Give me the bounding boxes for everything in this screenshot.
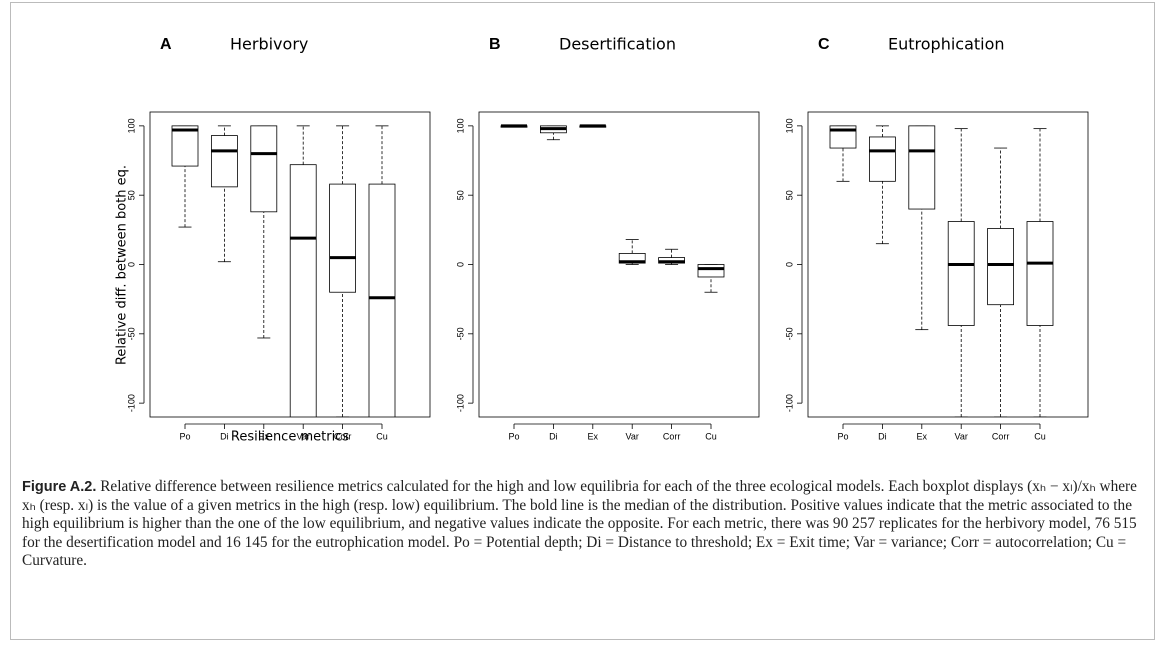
y-tick-label: -50 xyxy=(784,327,794,340)
box xyxy=(1026,221,1054,326)
box xyxy=(171,125,199,167)
y-tick-label: 0 xyxy=(126,262,136,267)
box xyxy=(908,125,936,210)
box xyxy=(987,228,1014,306)
box xyxy=(368,183,396,417)
x-tick-label: Corr xyxy=(992,431,1010,441)
box xyxy=(250,125,278,213)
y-tick-label: 100 xyxy=(784,118,794,133)
box xyxy=(210,135,238,188)
y-tick-label: -100 xyxy=(784,394,794,412)
box xyxy=(697,264,725,278)
caption: Figure A.2. Relative difference between … xyxy=(22,478,1147,571)
x-tick-label: Ex xyxy=(588,431,599,441)
y-tick-label: -50 xyxy=(126,327,136,340)
x-tick-label: Corr xyxy=(334,431,352,441)
plot-box xyxy=(807,111,1089,418)
x-tick-label: Cu xyxy=(1034,431,1046,441)
x-tick-label: Ex xyxy=(259,431,270,441)
figure-frame xyxy=(10,2,1155,640)
y-tick-label: 100 xyxy=(455,118,465,133)
x-tick-label: Ex xyxy=(917,431,928,441)
panel-title: Desertification xyxy=(559,35,676,54)
y-tick-label: -100 xyxy=(455,394,465,412)
x-tick-label: Po xyxy=(508,431,519,441)
caption-text: Relative difference between resilience m… xyxy=(22,478,1137,570)
y-axis-label: Relative diff. between both eq. xyxy=(115,165,130,365)
x-tick-label: Var xyxy=(955,431,968,441)
panel-title: Eutrophication xyxy=(888,35,1005,54)
y-tick-label: 50 xyxy=(784,190,794,200)
x-tick-label: Di xyxy=(549,431,558,441)
y-tick-label: 100 xyxy=(126,118,136,133)
panel-label: B xyxy=(489,36,501,53)
x-axis-label: Resilience metrics xyxy=(231,430,349,445)
y-tick-label: 50 xyxy=(126,190,136,200)
x-tick-label: Cu xyxy=(376,431,388,441)
y-tick-label: 0 xyxy=(784,262,794,267)
y-tick-label: 0 xyxy=(455,262,465,267)
x-tick-label: Var xyxy=(626,431,639,441)
y-tick-label: 50 xyxy=(455,190,465,200)
x-tick-label: Di xyxy=(878,431,887,441)
x-tick-label: Var xyxy=(297,431,310,441)
boxes xyxy=(500,124,725,293)
boxes xyxy=(171,125,396,417)
box xyxy=(329,183,357,293)
panel-label: A xyxy=(160,36,172,53)
figure: A Herbivory Relative diff. between both eq… xyxy=(115,35,1089,445)
caption-label: Figure A.2. xyxy=(22,479,97,495)
y-tick-label: -50 xyxy=(455,327,465,340)
plot-box xyxy=(478,111,760,418)
box xyxy=(289,164,317,417)
panel-title: Herbivory xyxy=(230,35,308,54)
x-tick-label: Po xyxy=(179,431,190,441)
x-tick-label: Corr xyxy=(663,431,681,441)
x-tick-label: Di xyxy=(220,431,229,441)
panel-label: C xyxy=(818,36,830,53)
y-tick-label: -100 xyxy=(126,394,136,412)
box xyxy=(869,136,896,182)
x-tick-label: Po xyxy=(837,431,848,441)
box xyxy=(947,221,975,326)
x-tick-label: Cu xyxy=(705,431,717,441)
boxes xyxy=(829,125,1054,417)
